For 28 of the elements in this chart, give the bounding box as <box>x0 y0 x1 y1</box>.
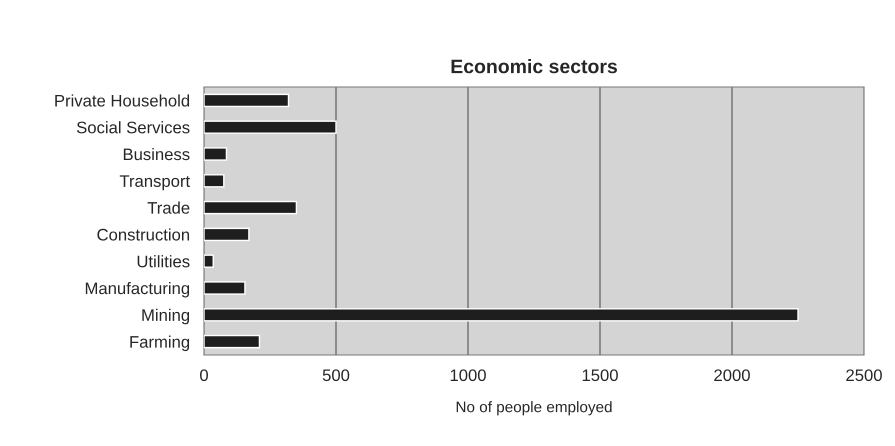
bar <box>204 308 799 322</box>
x-tick-label: 2500 <box>846 369 882 382</box>
bar <box>204 200 298 214</box>
y-tick-label: Business <box>124 148 190 160</box>
bar <box>204 94 290 108</box>
y-tick-label: Farming <box>130 336 190 352</box>
y-tick-label: Transport <box>120 175 190 190</box>
x-tick-label: 2000 <box>714 369 750 382</box>
bar <box>204 228 250 242</box>
x-tick-label: 1500 <box>582 369 618 382</box>
bar <box>204 254 214 268</box>
y-tick-label: Social Services <box>76 121 190 134</box>
bar <box>204 334 260 348</box>
y-tick-label: Trade <box>148 202 190 214</box>
y-tick-label: Utilities <box>138 255 190 268</box>
bar <box>204 281 246 295</box>
y-tick-label: Mining <box>142 308 190 324</box>
y-tick-label: Private Household <box>55 94 190 107</box>
y-tick-label: Manufacturing <box>86 282 190 298</box>
bar <box>204 147 228 161</box>
x-tick-label: 1000 <box>450 369 486 382</box>
x-tick-label: 500 <box>322 369 350 382</box>
y-tick-label: Construction <box>97 228 190 241</box>
x-axis-title: No of people employed <box>456 401 612 416</box>
bar <box>204 174 224 188</box>
x-tick-label: 0 <box>200 369 208 382</box>
bar <box>204 120 337 134</box>
chart-title: Economic sectors <box>452 59 617 74</box>
